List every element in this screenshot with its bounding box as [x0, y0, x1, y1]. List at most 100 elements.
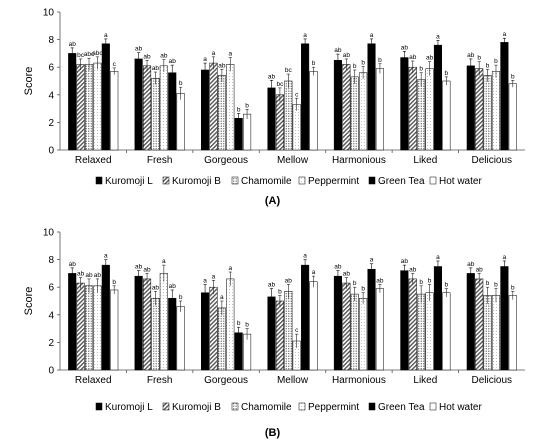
- data-label: b: [237, 106, 241, 113]
- legend-swatch: [368, 402, 376, 411]
- bar: [301, 43, 310, 151]
- data-label: ab: [401, 258, 409, 265]
- bar: [267, 296, 276, 371]
- y-tick-label: 10: [43, 228, 55, 239]
- data-label: ab: [135, 46, 143, 53]
- bar: [375, 288, 384, 371]
- bar: [400, 57, 409, 151]
- data-label: ab: [85, 272, 93, 279]
- bar: [466, 273, 475, 371]
- bar: [508, 83, 517, 151]
- data-label: a: [104, 32, 108, 39]
- data-label: a: [436, 254, 440, 261]
- bar: [408, 278, 417, 371]
- bar: [93, 285, 102, 371]
- data-label: ab: [218, 62, 226, 69]
- bar: [217, 75, 226, 151]
- legend-label: Chamomile: [241, 402, 292, 413]
- legend-label: Green Tea: [378, 176, 425, 187]
- data-label: ab: [426, 55, 434, 62]
- data-label: a: [228, 265, 232, 272]
- bar: [168, 297, 177, 371]
- bar: [333, 60, 342, 151]
- data-label: bc: [276, 81, 284, 88]
- bar: [284, 80, 293, 151]
- data-label: a: [104, 253, 108, 260]
- bar: [433, 44, 443, 151]
- bar: [209, 62, 218, 151]
- bar: [375, 68, 384, 151]
- data-label: ab: [334, 47, 342, 54]
- y-axis-title: Score: [23, 287, 35, 316]
- bar: [226, 278, 235, 371]
- bar: [134, 58, 143, 151]
- bar: [201, 292, 210, 371]
- x-tick-label: Gorgeous: [204, 155, 248, 166]
- legend-label: Peppermint: [308, 176, 359, 187]
- bar: [417, 79, 426, 151]
- data-label: b: [361, 286, 365, 293]
- bar: [217, 307, 226, 371]
- x-tick-label: Liked: [413, 375, 437, 386]
- bar: [483, 295, 492, 371]
- bar: [142, 278, 152, 371]
- bar: [425, 68, 434, 151]
- data-label: b: [245, 102, 249, 109]
- data-label: b: [511, 284, 515, 291]
- bar: [367, 43, 376, 151]
- data-label: ab: [343, 52, 351, 59]
- data-label: b: [445, 282, 449, 289]
- data-label: a: [303, 253, 307, 260]
- data-label: ab: [94, 272, 102, 279]
- data-label: a: [220, 294, 224, 301]
- data-label: a: [162, 258, 166, 265]
- legend-label: Kuromoji L: [105, 176, 153, 187]
- bar: [417, 293, 426, 371]
- legend-swatch: [298, 176, 306, 185]
- bar: [142, 65, 152, 151]
- data-label: b: [428, 277, 432, 284]
- x-tick-label: Mellow: [277, 155, 309, 166]
- data-label: b: [494, 282, 498, 289]
- data-label: ab: [143, 53, 151, 60]
- data-label: b: [494, 58, 498, 65]
- data-label: b: [419, 279, 423, 286]
- data-label: b: [312, 60, 316, 67]
- bar: [500, 42, 509, 151]
- bar: [333, 275, 342, 371]
- x-tick-label: Fresh: [147, 375, 173, 386]
- data-label: a: [203, 277, 207, 284]
- bar: [292, 104, 301, 151]
- bar: [275, 300, 284, 371]
- data-label: a: [212, 273, 216, 280]
- bar: [400, 270, 409, 371]
- bar: [475, 278, 484, 371]
- data-label: ab: [152, 65, 160, 72]
- x-tick-label: Mellow: [277, 375, 309, 386]
- bar: [110, 71, 119, 151]
- bar: [159, 65, 168, 151]
- x-tick-label: Delicious: [471, 155, 512, 166]
- data-label: b: [278, 288, 282, 295]
- y-tick-label: 0: [48, 366, 54, 377]
- data-label: a: [370, 32, 374, 39]
- x-tick-label: Fresh: [147, 155, 173, 166]
- data-label: b: [486, 280, 490, 287]
- data-label: a: [212, 50, 216, 57]
- data-label: ab: [152, 284, 160, 291]
- bar: [359, 72, 368, 151]
- data-label: b: [511, 73, 515, 80]
- legend-label: Hot water: [439, 402, 482, 413]
- y-tick-label: 0: [48, 146, 54, 157]
- legend-swatch: [231, 176, 239, 185]
- bar: [201, 69, 210, 151]
- data-label: ab: [169, 283, 177, 290]
- bar: [442, 80, 451, 151]
- data-label: b: [378, 57, 382, 64]
- legend-label: Peppermint: [308, 402, 359, 413]
- y-tick-label: 8: [48, 35, 54, 46]
- bar: [209, 286, 218, 371]
- data-label: ab: [376, 277, 384, 284]
- data-label: b: [179, 80, 183, 87]
